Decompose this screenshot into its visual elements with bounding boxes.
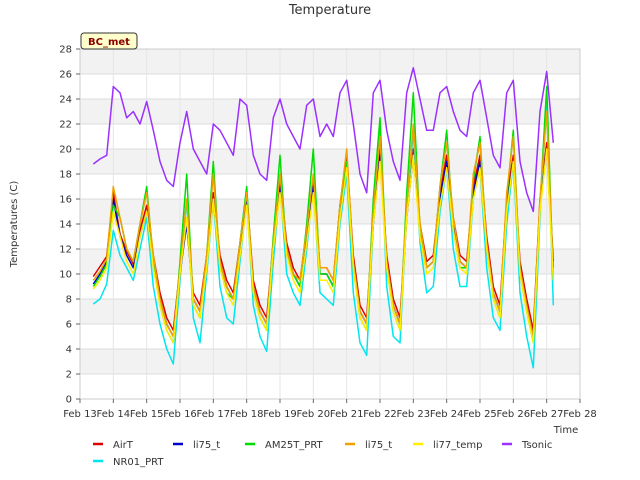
legend-label: NR01_PRT (113, 457, 164, 468)
y-tick-label: 16 (59, 195, 72, 206)
x-tick-label: Feb 27 (530, 409, 564, 420)
x-tick-label: Feb 17 (197, 409, 231, 420)
x-tick-label: Feb 21 (330, 409, 364, 420)
y-tick-label: 6 (66, 320, 72, 331)
legend-label: li75_t (365, 440, 392, 451)
x-axis-label: Time (553, 425, 578, 436)
legend-label: li75_t (193, 440, 220, 451)
x-tick-label: Feb 18 (230, 409, 264, 420)
y-tick-label: 12 (59, 245, 72, 256)
series-line-tsonic (92, 67, 555, 213)
y-tick-label: 26 (59, 70, 72, 81)
y-tick-label: 0 (66, 395, 72, 406)
x-tick-label: Feb 13 (63, 409, 97, 420)
y-tick-label: 28 (59, 45, 72, 56)
y-tick-label: 20 (59, 145, 72, 156)
y-tick-label: 18 (59, 170, 72, 181)
series-line-li77-temp (92, 148, 555, 344)
x-tick-label: Feb 24 (430, 409, 464, 420)
y-tick-label: 22 (59, 120, 72, 131)
x-tick-label: Feb 23 (397, 409, 431, 420)
series-line-li75-t (92, 110, 555, 338)
grid-band (80, 249, 580, 274)
legend-label: AM25T_PRT (265, 440, 324, 451)
legend-label: li77_temp (433, 440, 482, 451)
x-tick-label: Feb 19 (263, 409, 297, 420)
y-axis-label: Temperatures (C) (9, 181, 20, 269)
x-tick-label: Feb 20 (297, 409, 331, 420)
grid-band (80, 199, 580, 224)
badge-label: BC_met (88, 37, 130, 48)
chart-title: Temperature (288, 3, 371, 18)
grid-band (80, 149, 580, 174)
grid-band (80, 49, 580, 74)
grid-band (80, 349, 580, 374)
y-tick-label: 24 (59, 95, 72, 106)
y-tick-label: 14 (59, 220, 72, 231)
x-tick-label: Feb 22 (363, 409, 397, 420)
x-tick-label: Feb 16 (163, 409, 197, 420)
y-tick-label: 4 (66, 345, 72, 356)
y-tick-label: 2 (66, 370, 72, 381)
x-tick-label: Feb 25 (463, 409, 497, 420)
grid-band (80, 99, 580, 124)
x-tick-label: Feb 14 (97, 409, 131, 420)
y-tick-label: 8 (66, 295, 72, 306)
legend-label: Tsonic (521, 440, 552, 451)
badge-box (80, 32, 138, 50)
y-tick-label: 10 (59, 270, 72, 281)
x-tick-label: Feb 26 (497, 409, 531, 420)
x-tick-label: Feb 28 (563, 409, 597, 420)
legend-label: AirT (113, 440, 134, 451)
x-tick-label: Feb 15 (130, 409, 164, 420)
